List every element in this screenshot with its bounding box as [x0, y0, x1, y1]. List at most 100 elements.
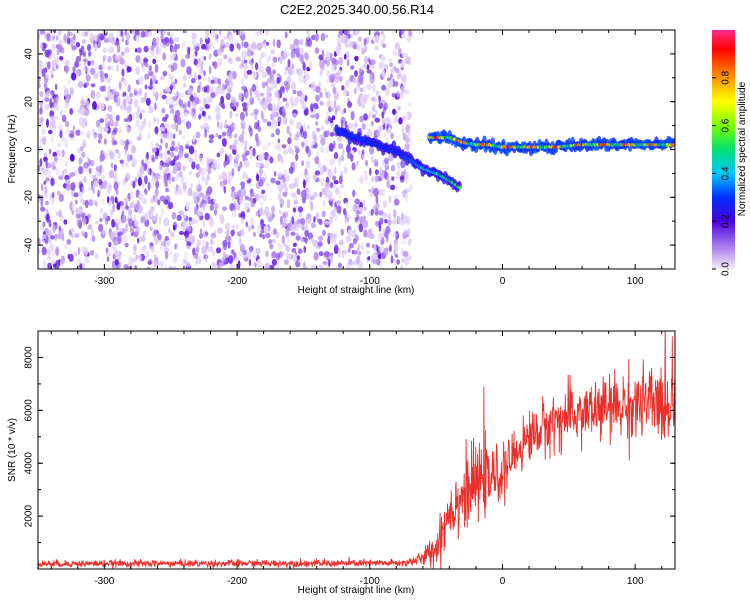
noise-speckle — [385, 137, 389, 145]
noise-speckle — [285, 102, 290, 108]
noise-speckle — [168, 126, 171, 132]
noise-speckle — [276, 252, 280, 261]
noise-speckle — [74, 251, 77, 257]
noise-speckle — [176, 154, 180, 161]
noise-speckle — [44, 49, 50, 58]
snr-plot-frame — [37, 330, 676, 570]
noise-speckle — [162, 30, 167, 35]
noise-speckle — [110, 65, 115, 72]
noise-speckle — [273, 120, 278, 128]
noise-speckle — [138, 132, 142, 140]
noise-speckle — [285, 245, 291, 253]
noise-speckle — [162, 39, 168, 45]
noise-speckle — [379, 246, 385, 253]
noise-speckle — [218, 122, 224, 130]
noise-speckle — [188, 146, 194, 154]
noise-speckle — [286, 75, 292, 84]
noise-speckle — [367, 256, 371, 261]
noise-speckle — [405, 137, 410, 143]
noise-speckle — [223, 185, 227, 194]
noise-speckle — [392, 217, 397, 225]
noise-speckle — [271, 109, 278, 116]
noise-speckle — [211, 163, 216, 169]
noise-speckle — [250, 200, 255, 208]
noise-speckle — [251, 83, 257, 92]
noise-speckle — [370, 63, 375, 69]
noise-speckle — [91, 174, 97, 179]
noise-speckle — [382, 33, 386, 42]
noise-speckle — [318, 235, 324, 242]
noise-speckle — [170, 160, 174, 165]
noise-speckle — [227, 87, 232, 94]
noise-speckle — [129, 226, 134, 234]
noise-speckle — [299, 53, 304, 63]
noise-speckle — [343, 89, 349, 97]
colorbar-tick-label: 0.8 — [721, 70, 732, 84]
noise-speckle — [337, 249, 341, 258]
noise-speckle — [98, 125, 103, 133]
noise-speckle — [304, 265, 309, 269]
noise-speckle — [390, 255, 394, 264]
noise-speckle — [271, 205, 276, 214]
noise-speckle — [172, 133, 176, 139]
noise-speckle — [355, 30, 359, 37]
noise-speckle — [265, 213, 270, 219]
noise-speckle — [107, 36, 113, 43]
noise-speckle — [50, 74, 54, 79]
noise-speckle — [326, 100, 333, 108]
noise-speckle — [254, 113, 258, 121]
noise-speckle — [265, 208, 270, 213]
noise-speckle — [110, 195, 114, 201]
noise-speckle — [162, 70, 168, 77]
noise-speckle — [375, 98, 380, 104]
noise-speckle — [267, 77, 272, 84]
noise-speckle — [356, 44, 361, 52]
noise-speckle — [249, 217, 255, 226]
noise-speckle — [220, 215, 225, 224]
noise-speckle — [205, 253, 208, 263]
noise-speckle — [247, 251, 252, 259]
noise-speckle — [61, 228, 65, 234]
noise-speckle — [310, 114, 317, 119]
noise-speckle — [354, 234, 359, 242]
noise-speckle — [76, 213, 82, 219]
noise-speckle — [89, 159, 95, 167]
noise-speckle — [189, 170, 192, 176]
noise-speckle — [222, 251, 226, 260]
noise-speckle — [215, 163, 221, 170]
noise-speckle — [344, 120, 348, 129]
noise-speckle — [42, 246, 46, 256]
noise-speckle — [387, 219, 392, 226]
noise-speckle — [298, 75, 304, 84]
noise-speckle — [324, 220, 330, 226]
noise-speckle — [98, 178, 103, 186]
noise-speckle — [96, 40, 101, 49]
noise-speckle — [118, 127, 123, 134]
noise-speckle — [203, 122, 209, 128]
noise-speckle — [105, 247, 109, 254]
noise-speckle — [95, 91, 101, 99]
y-tick-label: 40 — [24, 48, 35, 60]
noise-speckle — [166, 123, 170, 128]
noise-speckle — [102, 212, 108, 221]
noise-speckle — [285, 230, 290, 239]
noise-speckle — [106, 252, 112, 258]
noise-speckle — [292, 207, 297, 213]
noise-speckle — [106, 256, 110, 262]
noise-speckle — [358, 261, 364, 269]
noise-speckle — [138, 76, 144, 85]
noise-speckle — [133, 244, 137, 252]
noise-speckle — [191, 52, 196, 60]
noise-speckle — [166, 98, 169, 105]
noise-speckle — [45, 213, 50, 222]
noise-speckle — [68, 133, 74, 138]
noise-speckle — [70, 172, 76, 177]
noise-speckle — [191, 161, 196, 170]
noise-speckle — [325, 189, 331, 195]
noise-speckle — [338, 143, 344, 150]
noise-speckle — [281, 235, 286, 244]
noise-speckle — [402, 115, 406, 121]
noise-speckle — [170, 32, 174, 38]
noise-speckle — [227, 241, 231, 249]
noise-speckle — [161, 94, 167, 100]
